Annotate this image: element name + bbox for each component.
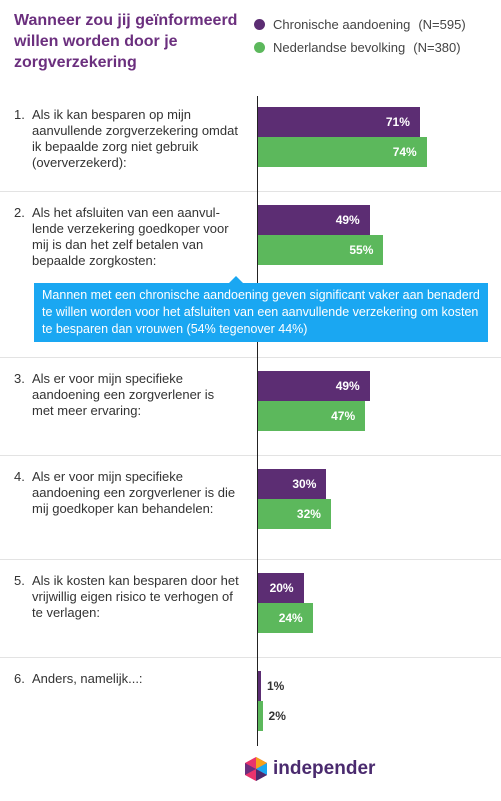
bar-population xyxy=(258,603,313,633)
legend-item-chronic: Chronische aandoening (N=595) xyxy=(254,13,466,36)
legend-dot-chronic xyxy=(254,19,265,30)
bar-chronic xyxy=(258,469,327,499)
bar-population xyxy=(258,499,331,529)
note-pointer xyxy=(228,276,244,284)
data-label-chronic: 71% xyxy=(385,115,410,129)
legend-label-chronic: Chronische aandoening xyxy=(273,17,411,32)
data-label-population: 24% xyxy=(278,611,303,625)
data-label-chronic: 49% xyxy=(335,379,360,393)
question-text: Anders, namelijk...: xyxy=(32,671,143,686)
bar-population xyxy=(258,401,366,431)
independer-logo: independer xyxy=(245,757,375,781)
data-label-chronic: 49% xyxy=(335,213,360,227)
bar-chronic xyxy=(258,205,370,235)
bar-chronic xyxy=(258,573,304,603)
question-text: Als er voor mijn specifieke aandoening e… xyxy=(32,469,236,516)
bar-chronic xyxy=(258,671,261,701)
data-label-population: 2% xyxy=(268,709,286,723)
question-number: 6. xyxy=(14,671,25,686)
legend-n-chronic: (N=595) xyxy=(418,17,466,32)
data-label-population: 32% xyxy=(296,507,321,521)
row-separator xyxy=(0,191,501,192)
question-number: 2. xyxy=(14,205,25,220)
legend: Chronische aandoening (N=595) Nederlands… xyxy=(254,13,466,59)
bar-chronic xyxy=(258,107,420,137)
row-separator xyxy=(0,455,501,456)
bar-population xyxy=(258,137,427,167)
data-label-chronic: 20% xyxy=(269,581,294,595)
question-text: Als het afsluiten van een aanvul-lende v… xyxy=(32,205,229,268)
question-number: 4. xyxy=(14,469,25,484)
chart-title: Wanneer zou jij geïnformeerd willen word… xyxy=(14,12,238,71)
data-label-chronic: 1% xyxy=(267,679,285,693)
data-label-population: 55% xyxy=(349,243,374,257)
row-separator xyxy=(0,657,501,658)
legend-item-population: Nederlandse bevolking (N=380) xyxy=(254,36,466,59)
question-number: 1. xyxy=(14,107,25,122)
question-text: Als ik kosten kan besparen door het vrij… xyxy=(32,573,239,620)
data-label-population: 47% xyxy=(331,409,356,423)
question-number: 3. xyxy=(14,371,25,386)
question-text: Als er voor mijn specifieke aandoening e… xyxy=(32,371,215,418)
legend-n-population: (N=380) xyxy=(413,40,461,55)
x-axis-baseline xyxy=(257,96,258,746)
bar-chronic xyxy=(258,371,370,401)
logo-wordmark: independer xyxy=(273,758,376,779)
legend-dot-population xyxy=(254,42,265,53)
bar-population xyxy=(258,235,384,265)
legend-label-population: Nederlandse bevolking xyxy=(273,40,406,55)
question-text: Als ik kan besparen op mijn aanvullende … xyxy=(32,107,238,170)
data-label-population: 74% xyxy=(392,145,417,159)
bar-population xyxy=(258,701,263,731)
hexagon-logo-icon xyxy=(245,757,267,781)
question-number: 5. xyxy=(14,573,25,588)
data-label-chronic: 30% xyxy=(292,477,317,491)
row-separator xyxy=(0,357,501,358)
annotation-note: Mannen met een chronische aandoening gev… xyxy=(34,283,488,342)
row-separator xyxy=(0,559,501,560)
